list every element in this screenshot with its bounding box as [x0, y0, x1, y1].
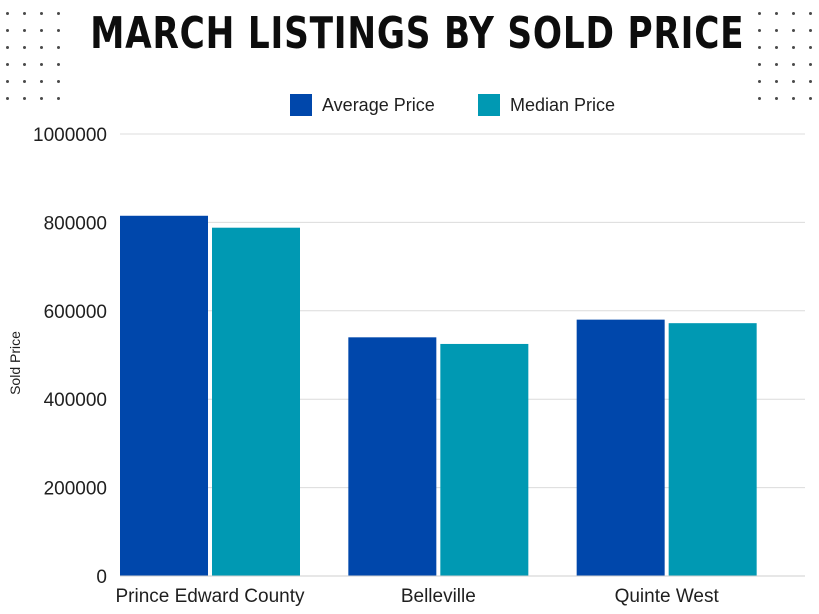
decorative-dot [758, 80, 761, 83]
y-axis-title: Sold Price [7, 331, 23, 395]
decorative-dot [792, 97, 795, 100]
bar-median-price [212, 227, 300, 577]
y-tick-label: 1000000 [33, 125, 107, 146]
decorative-dot [809, 80, 812, 83]
decorative-dot [775, 12, 778, 15]
decorative-dot [23, 12, 26, 15]
y-tick-label: 0 [96, 567, 107, 588]
x-category-label: Quinte West [615, 586, 720, 607]
x-category-label: Belleville [401, 586, 476, 607]
decorative-dot [6, 63, 9, 66]
decorative-dot [57, 46, 60, 49]
decorative-dot [40, 29, 43, 32]
decorative-dot [775, 46, 778, 49]
decorative-dot [758, 46, 761, 49]
decorative-dot [809, 29, 812, 32]
decorative-dot [758, 29, 761, 32]
decorative-dot [40, 80, 43, 83]
bar-median-price [668, 323, 757, 576]
decorative-dot [792, 63, 795, 66]
decorative-dot [6, 29, 9, 32]
decorative-dot [809, 63, 812, 66]
decorative-dot [775, 29, 778, 32]
bar-average-price [576, 319, 665, 576]
decorative-dot [6, 97, 9, 100]
decorative-dot [23, 29, 26, 32]
decorative-dot [809, 97, 812, 100]
decorative-dot [809, 12, 812, 15]
decorative-dot [792, 12, 795, 15]
legend-label-average: Average Price [322, 95, 435, 115]
decorative-dot [775, 80, 778, 83]
y-tick-label: 800000 [44, 213, 107, 234]
chart-title: MARCH LISTINGS BY SOLD PRICE [90, 8, 745, 59]
decorative-dot [57, 80, 60, 83]
bar-average-price [348, 337, 437, 576]
decorative-dot [40, 12, 43, 15]
decorative-dot [23, 46, 26, 49]
bar-average-price [120, 215, 208, 576]
decorative-dot [809, 46, 812, 49]
y-tick-label: 200000 [44, 479, 107, 500]
decorative-dot [40, 63, 43, 66]
decorative-dot [57, 97, 60, 100]
decorative-dot [40, 97, 43, 100]
decorative-dot [23, 63, 26, 66]
decorative-dot [23, 97, 26, 100]
decorative-dot [40, 46, 43, 49]
legend-label-median: Median Price [510, 95, 615, 115]
decorative-dot [792, 29, 795, 32]
decorative-dot [6, 80, 9, 83]
decorative-dot [57, 29, 60, 32]
decorative-dot [792, 46, 795, 49]
x-category-label: Prince Edward County [115, 586, 305, 607]
decorative-dot [775, 63, 778, 66]
bar-median-price [440, 343, 529, 576]
decorative-dot [758, 63, 761, 66]
legend-swatch-average [290, 94, 312, 116]
decorative-dot [6, 46, 9, 49]
decorative-dot [792, 80, 795, 83]
legend-swatch-median [478, 94, 500, 116]
decorative-dot [758, 97, 761, 100]
decorative-dot [758, 12, 761, 15]
decorative-dot [57, 12, 60, 15]
decorative-dot [57, 63, 60, 66]
decorative-dot [23, 80, 26, 83]
decorative-dot [775, 97, 778, 100]
y-tick-label: 600000 [44, 302, 107, 323]
decorative-dot [6, 12, 9, 15]
y-tick-label: 400000 [44, 390, 107, 411]
